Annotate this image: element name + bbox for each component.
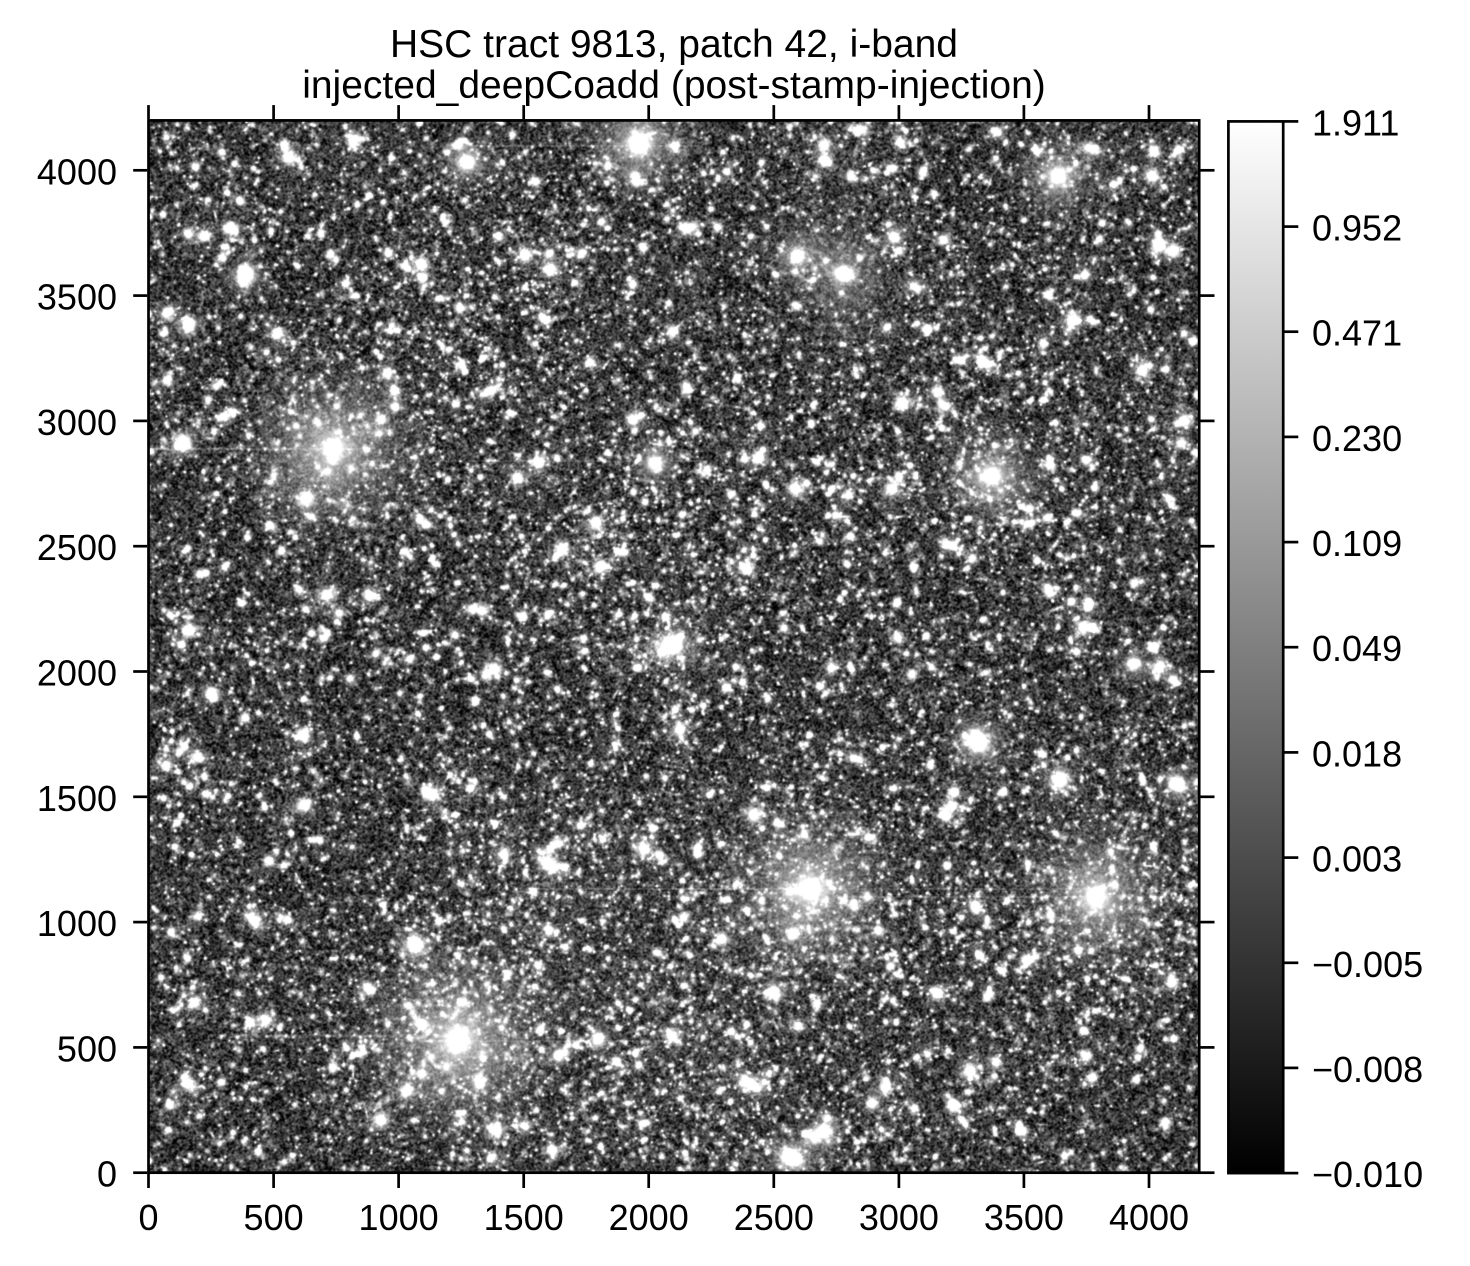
svg-text:500: 500 bbox=[57, 1028, 117, 1069]
svg-text:0.230: 0.230 bbox=[1312, 418, 1402, 459]
svg-text:1500: 1500 bbox=[484, 1197, 564, 1238]
svg-text:injected_deepCoadd (post-stamp: injected_deepCoadd (post-stamp-injection… bbox=[302, 64, 1046, 107]
svg-text:0.049: 0.049 bbox=[1312, 628, 1402, 669]
svg-text:4000: 4000 bbox=[1109, 1197, 1189, 1238]
svg-text:0: 0 bbox=[138, 1197, 158, 1238]
svg-text:0.952: 0.952 bbox=[1312, 208, 1402, 249]
svg-text:4000: 4000 bbox=[37, 151, 117, 192]
svg-text:3000: 3000 bbox=[859, 1197, 939, 1238]
svg-text:1.911: 1.911 bbox=[1312, 102, 1399, 143]
svg-text:1000: 1000 bbox=[359, 1197, 439, 1238]
svg-text:0.003: 0.003 bbox=[1312, 839, 1402, 880]
svg-text:1000: 1000 bbox=[37, 903, 117, 944]
svg-text:3500: 3500 bbox=[37, 277, 117, 318]
svg-text:−0.008: −0.008 bbox=[1312, 1049, 1423, 1090]
svg-text:0.109: 0.109 bbox=[1312, 523, 1402, 564]
svg-text:1500: 1500 bbox=[37, 778, 117, 819]
svg-text:−0.005: −0.005 bbox=[1312, 944, 1423, 985]
svg-text:3000: 3000 bbox=[37, 402, 117, 443]
svg-text:0: 0 bbox=[97, 1154, 117, 1195]
svg-text:0.471: 0.471 bbox=[1312, 313, 1402, 354]
svg-text:−0.010: −0.010 bbox=[1312, 1154, 1423, 1195]
svg-text:500: 500 bbox=[244, 1197, 304, 1238]
svg-text:0.018: 0.018 bbox=[1312, 733, 1402, 774]
svg-text:2500: 2500 bbox=[37, 527, 117, 568]
svg-text:HSC tract 9813, patch 42, i-ba: HSC tract 9813, patch 42, i-band bbox=[390, 23, 958, 66]
svg-text:2000: 2000 bbox=[37, 653, 117, 694]
svg-text:2500: 2500 bbox=[734, 1197, 814, 1238]
svg-text:3500: 3500 bbox=[984, 1197, 1064, 1238]
svg-text:2000: 2000 bbox=[609, 1197, 689, 1238]
